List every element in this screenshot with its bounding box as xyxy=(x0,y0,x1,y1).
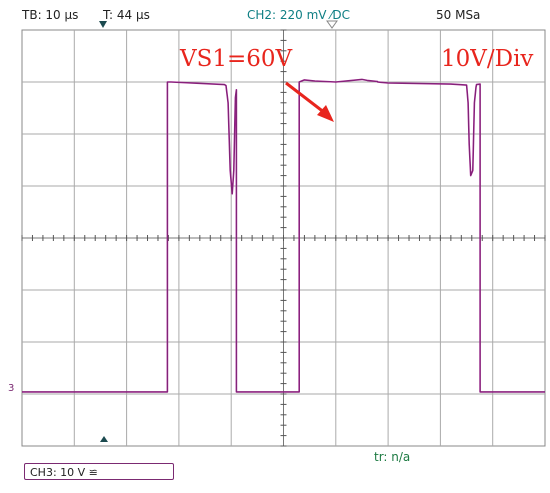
rise-time-readout: tr: n/a xyxy=(374,450,411,464)
ch3-trace-overlay xyxy=(22,79,545,393)
channel3-scale-box: CH3: 10 V ≌ xyxy=(24,463,174,480)
trigger-time-marker-icon xyxy=(99,21,107,28)
channel2-label: CH2: 220 mV ⁄DC xyxy=(247,8,350,22)
timebase-label: TB: 10 µs xyxy=(22,8,79,22)
annotation-arrow-icon xyxy=(317,105,334,122)
vs1-annotation: VS1=60V xyxy=(179,46,293,72)
trigger-time-label: T: 44 µs xyxy=(103,8,150,22)
annotation-arrow-shaft xyxy=(285,81,326,115)
grid xyxy=(21,29,546,447)
sample-rate-label: 50 MSa xyxy=(436,8,481,22)
scale-annotation: 10V/Div xyxy=(441,46,533,72)
trigger-position-marker-icon xyxy=(100,436,108,442)
channel3-ground-marker-icon: 3 xyxy=(8,383,14,394)
center-marker-icon xyxy=(326,20,338,29)
